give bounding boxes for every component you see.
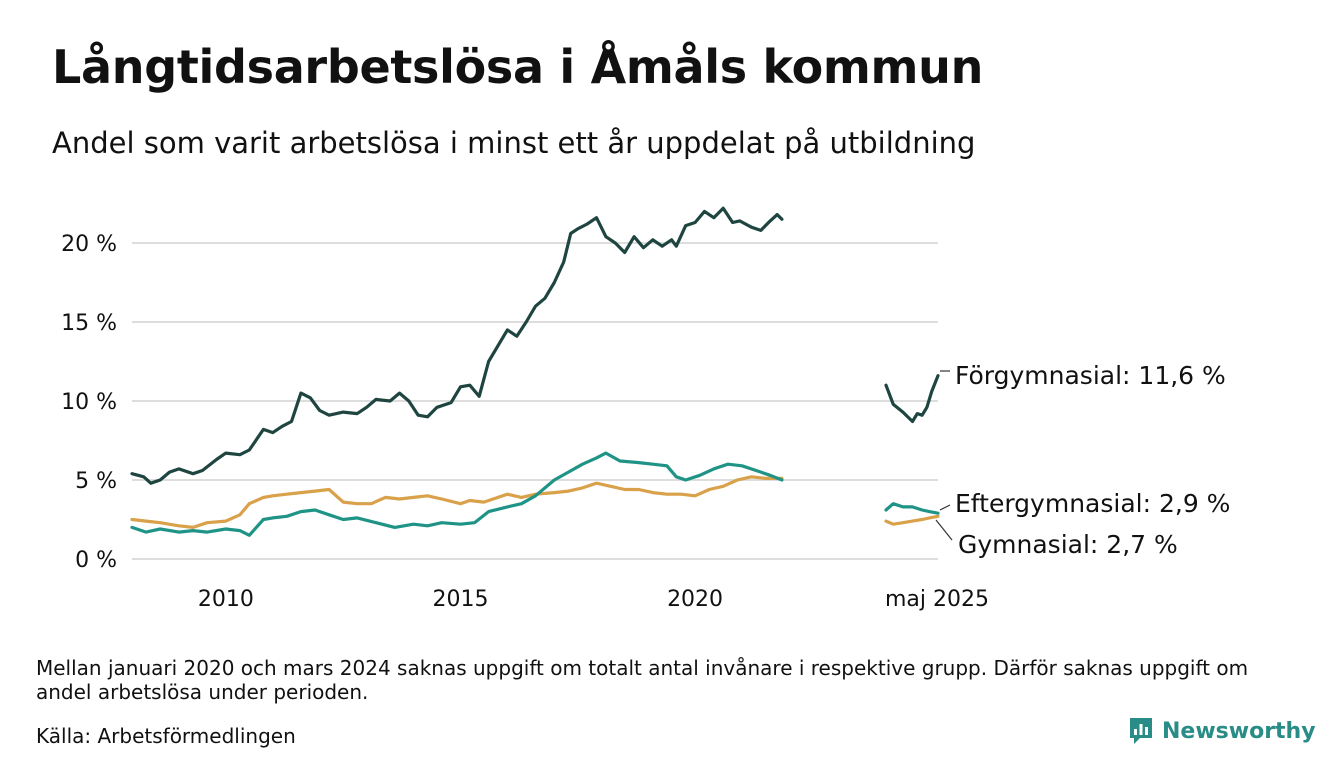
brand-name: Newsworthy: [1162, 718, 1316, 744]
series-line-eftergymnasial-latest: [884, 502, 940, 515]
y-tick-label: 20 %: [61, 232, 117, 257]
series-end-labels: Förgymnasial: 11,6 % Eftergymnasial: 2,9 …: [935, 361, 1230, 559]
y-axis-tick-labels: 0 % 5 % 10 % 15 % 20 %: [61, 232, 117, 573]
series-lines: [130, 206, 940, 537]
leader-line: [935, 519, 953, 541]
x-tick-label: 2010: [198, 587, 254, 612]
chart-subtitle: Andel som varit arbetslösa i minst ett å…: [52, 126, 976, 160]
series-line-gymnasial-history: [130, 475, 784, 529]
line-chart: 0 %5 %10 %15 %20 % 2010 2015 2020 maj 2025 …: [61, 206, 1230, 612]
series-label-gymnasial: Gymnasial: 2,7 %: [958, 530, 1178, 559]
chart-title: Långtidsarbetslösa i Åmåls kommun: [52, 40, 984, 94]
series-label-förgymnasial: Förgymnasial: 11,6 %: [955, 361, 1226, 390]
series-label-eftergymnasial: Eftergymnasial: 2,9 %: [955, 489, 1230, 518]
x-tick-label-latest: maj 2025: [885, 587, 989, 612]
series-line-eftergymnasial-history: [130, 451, 784, 537]
series-line-förgymnasial-latest: [884, 374, 940, 424]
footnote: Mellan januari 2020 och mars 2024 saknas…: [36, 656, 1249, 704]
x-tick-label: 2015: [432, 587, 488, 612]
y-tick-label: 15 %: [61, 311, 117, 336]
grid-lines: [132, 242, 938, 560]
y-tick-label: 10 %: [61, 390, 117, 415]
source-note: Källa: Arbetsförmedlingen: [36, 724, 296, 748]
x-tick-label: 2020: [667, 587, 723, 612]
series-line-förgymnasial-history: [130, 206, 784, 485]
brand-logo: Newsworthy: [1128, 716, 1316, 746]
y-tick-label: 5 %: [75, 469, 117, 494]
newsworthy-logo-icon: [1130, 718, 1152, 744]
y-tick-label: 0 %: [75, 548, 117, 573]
x-axis-tick-labels: 2010 2015 2020 maj 2025: [198, 587, 989, 612]
series-line-gymnasial-latest: [884, 514, 940, 526]
leader-line: [939, 504, 951, 511]
